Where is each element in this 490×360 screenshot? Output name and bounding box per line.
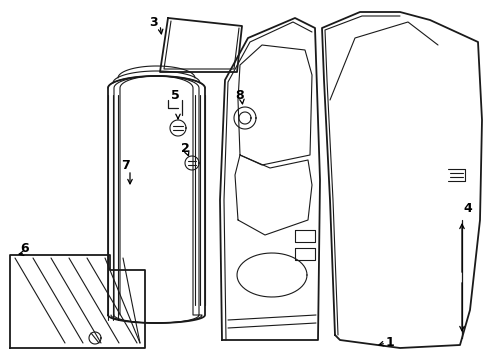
Text: 8: 8: [236, 89, 245, 102]
Text: 1: 1: [386, 336, 394, 348]
Text: 5: 5: [171, 89, 179, 102]
Text: 4: 4: [464, 202, 472, 215]
Text: 6: 6: [21, 242, 29, 255]
Text: 7: 7: [121, 158, 129, 171]
Text: 3: 3: [148, 15, 157, 28]
Text: 2: 2: [181, 141, 189, 154]
